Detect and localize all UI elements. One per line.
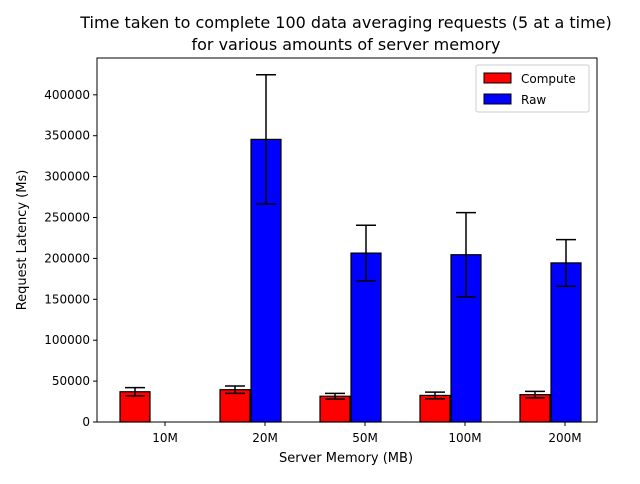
y-axis-label: Request Latency (Ms)	[15, 170, 30, 311]
legend-label-compute: Compute	[521, 72, 576, 86]
legend-swatch-raw	[483, 93, 512, 105]
y-tick-label-150000: 150000	[44, 292, 90, 306]
chart-title-line-1: Time taken to complete 100 data averagin…	[79, 13, 611, 32]
x-tick-label-200m: 200M	[548, 431, 581, 445]
bar-compute-50m	[319, 395, 351, 423]
y-tick-label-250000: 250000	[44, 211, 90, 225]
y-tick-label-100000: 100000	[44, 333, 90, 347]
y-tick-label-0: 0	[82, 415, 90, 429]
plot-frame	[96, 57, 598, 423]
y-tick-label-300000: 300000	[44, 170, 90, 184]
legend-swatch-compute	[483, 72, 512, 84]
y-tick-label-400000: 400000	[44, 88, 90, 102]
bar-compute-200m	[519, 393, 551, 423]
legend-label-raw: Raw	[521, 93, 546, 107]
x-tick-label-10m: 10M	[152, 431, 178, 445]
x-tick-label-50m: 50M	[352, 431, 378, 445]
legend: Compute Raw	[475, 64, 590, 113]
plot-area: 0 50000 100000 150000 200000 250000 300000 3500…	[44, 57, 598, 445]
x-tick-label-100m: 100M	[448, 431, 481, 445]
y-tick-label-350000: 350000	[44, 129, 90, 143]
y-tick-label-50000: 50000	[52, 374, 90, 388]
x-axis-label: Server Memory (MB)	[279, 451, 413, 466]
bar-compute-20m	[219, 389, 251, 423]
x-tick-label-20m: 20M	[252, 431, 278, 445]
y-tick-label-200000: 200000	[44, 251, 90, 265]
chart-title-line-2: for various amounts of server memory	[192, 35, 501, 54]
